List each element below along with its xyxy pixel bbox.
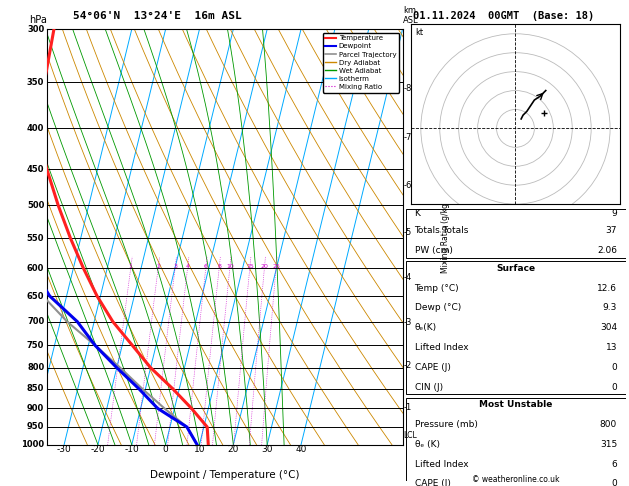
Text: Temp (°C): Temp (°C) — [415, 284, 459, 293]
Text: 0: 0 — [611, 382, 617, 392]
Text: 850: 850 — [27, 384, 44, 393]
Text: 0: 0 — [611, 363, 617, 372]
Text: Dewp (°C): Dewp (°C) — [415, 303, 461, 312]
Text: 450: 450 — [27, 165, 44, 174]
Text: 315: 315 — [600, 440, 617, 449]
Text: Pressure (mb): Pressure (mb) — [415, 420, 477, 429]
Text: 1: 1 — [129, 263, 133, 269]
Text: -1: -1 — [403, 403, 411, 412]
Text: 6: 6 — [611, 460, 617, 469]
Text: 20: 20 — [228, 445, 239, 454]
Text: 2: 2 — [156, 263, 160, 269]
Text: 25: 25 — [272, 263, 280, 269]
Text: 3: 3 — [173, 263, 177, 269]
Text: θₑ(K): θₑ(K) — [415, 323, 437, 332]
Text: -5: -5 — [403, 227, 411, 237]
Text: 500: 500 — [27, 201, 44, 210]
Text: 15: 15 — [246, 263, 253, 269]
Legend: Temperature, Dewpoint, Parcel Trajectory, Dry Adiabat, Wet Adiabat, Isotherm, Mi: Temperature, Dewpoint, Parcel Trajectory… — [323, 33, 399, 93]
Text: Surface: Surface — [496, 264, 535, 273]
Text: CIN (J): CIN (J) — [415, 382, 443, 392]
Text: -8: -8 — [403, 84, 411, 93]
Text: 10: 10 — [194, 445, 205, 454]
Text: 54°06'N  13°24'E  16m ASL: 54°06'N 13°24'E 16m ASL — [73, 11, 242, 21]
Text: 600: 600 — [27, 264, 44, 273]
Text: 20: 20 — [260, 263, 269, 269]
Text: 550: 550 — [27, 234, 44, 243]
Text: -6: -6 — [403, 181, 411, 190]
Text: Mixing Ratio (g/kg): Mixing Ratio (g/kg) — [441, 200, 450, 274]
Text: km
ASL: km ASL — [403, 6, 419, 25]
Text: -7: -7 — [403, 133, 411, 142]
Text: 1000: 1000 — [21, 440, 44, 449]
Text: 350: 350 — [27, 78, 44, 87]
Text: 950: 950 — [27, 422, 44, 432]
Text: 2.06: 2.06 — [597, 246, 617, 255]
Text: Lifted Index: Lifted Index — [415, 343, 468, 352]
Text: 650: 650 — [27, 292, 44, 300]
Text: 8: 8 — [217, 263, 221, 269]
Text: 13: 13 — [606, 343, 617, 352]
Text: -3: -3 — [403, 318, 411, 327]
Text: CAPE (J): CAPE (J) — [415, 479, 450, 486]
Text: 37: 37 — [606, 226, 617, 235]
Text: 750: 750 — [27, 341, 44, 350]
Text: 900: 900 — [27, 404, 44, 413]
Text: -4: -4 — [403, 273, 411, 282]
Text: 01.11.2024  00GMT  (Base: 18): 01.11.2024 00GMT (Base: 18) — [413, 11, 594, 21]
Text: -30: -30 — [57, 445, 72, 454]
Text: LCL: LCL — [403, 432, 417, 440]
Text: 800: 800 — [27, 363, 44, 372]
Text: 300: 300 — [27, 25, 44, 34]
Text: 12.6: 12.6 — [597, 284, 617, 293]
Text: 0: 0 — [163, 445, 169, 454]
Text: Lifted Index: Lifted Index — [415, 460, 468, 469]
Text: 800: 800 — [600, 420, 617, 429]
Text: -2: -2 — [403, 361, 411, 370]
Text: Totals Totals: Totals Totals — [415, 226, 469, 235]
Text: 9: 9 — [611, 209, 617, 218]
Text: θₑ (K): θₑ (K) — [415, 440, 440, 449]
Text: K: K — [415, 209, 420, 218]
Text: 0: 0 — [611, 479, 617, 486]
Text: © weatheronline.co.uk: © weatheronline.co.uk — [472, 474, 560, 484]
Text: 304: 304 — [600, 323, 617, 332]
Text: PW (cm): PW (cm) — [415, 246, 452, 255]
Text: 700: 700 — [27, 317, 44, 326]
Text: -20: -20 — [91, 445, 105, 454]
Text: 30: 30 — [262, 445, 273, 454]
Text: 400: 400 — [27, 124, 44, 133]
Text: 40: 40 — [296, 445, 307, 454]
Text: 6: 6 — [204, 263, 208, 269]
Text: 9.3: 9.3 — [603, 303, 617, 312]
Text: 10: 10 — [226, 263, 233, 269]
Text: -10: -10 — [125, 445, 139, 454]
Text: kt: kt — [416, 28, 424, 37]
Text: CAPE (J): CAPE (J) — [415, 363, 450, 372]
Text: Dewpoint / Temperature (°C): Dewpoint / Temperature (°C) — [150, 469, 299, 480]
Text: hPa: hPa — [30, 15, 47, 25]
Text: Most Unstable: Most Unstable — [479, 400, 552, 409]
Text: 4: 4 — [186, 263, 189, 269]
